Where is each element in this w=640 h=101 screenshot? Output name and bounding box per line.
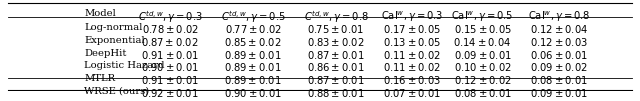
Text: $0.87 \pm 0.01$: $0.87 \pm 0.01$ <box>307 49 365 61</box>
Text: $0.17 \pm 0.05$: $0.17 \pm 0.05$ <box>383 23 442 35</box>
Text: $0.15 \pm 0.05$: $0.15 \pm 0.05$ <box>454 23 511 35</box>
Text: Exponential: Exponential <box>84 36 145 45</box>
Text: $0.12 \pm 0.04$: $0.12 \pm 0.04$ <box>530 23 588 35</box>
Text: $C^{td,w}, \gamma = 0.8$: $C^{td,w}, \gamma = 0.8$ <box>303 9 369 25</box>
Text: $0.91 \pm 0.01$: $0.91 \pm 0.01$ <box>141 49 199 61</box>
Text: $0.83 \pm 0.02$: $0.83 \pm 0.02$ <box>307 36 365 48</box>
Text: $0.14 \pm 0.04$: $0.14 \pm 0.04$ <box>453 36 511 48</box>
Text: $0.87 \pm 0.01$: $0.87 \pm 0.01$ <box>307 74 365 86</box>
Text: $0.88 \pm 0.01$: $0.88 \pm 0.01$ <box>307 87 365 99</box>
Text: $0.10 \pm 0.02$: $0.10 \pm 0.02$ <box>454 61 511 73</box>
Text: $\mathrm{Cal}^{w}, \gamma = 0.3$: $\mathrm{Cal}^{w}, \gamma = 0.3$ <box>381 9 444 24</box>
Text: $0.16 \pm 0.03$: $0.16 \pm 0.03$ <box>383 74 442 86</box>
Text: $0.11 \pm 0.02$: $0.11 \pm 0.02$ <box>383 61 442 73</box>
Text: $0.12 \pm 0.02$: $0.12 \pm 0.02$ <box>454 74 511 86</box>
Text: Model: Model <box>84 9 116 18</box>
Text: $C^{td,w}, \gamma = 0.5$: $C^{td,w}, \gamma = 0.5$ <box>221 9 285 25</box>
Text: $0.91 \pm 0.01$: $0.91 \pm 0.01$ <box>141 74 199 86</box>
Text: $0.86 \pm 0.01$: $0.86 \pm 0.01$ <box>307 61 365 73</box>
Text: $0.08 \pm 0.01$: $0.08 \pm 0.01$ <box>530 74 588 86</box>
Text: $0.12 \pm 0.03$: $0.12 \pm 0.03$ <box>530 36 588 48</box>
Text: $0.90 \pm 0.01$: $0.90 \pm 0.01$ <box>141 61 199 73</box>
Text: $0.89 \pm 0.01$: $0.89 \pm 0.01$ <box>224 74 282 86</box>
Text: WRSE (ours): WRSE (ours) <box>84 87 150 96</box>
Text: $0.89 \pm 0.01$: $0.89 \pm 0.01$ <box>224 49 282 61</box>
Text: $0.09 \pm 0.01$: $0.09 \pm 0.01$ <box>454 49 511 61</box>
Text: $0.78 \pm 0.02$: $0.78 \pm 0.02$ <box>141 23 199 35</box>
Text: DeepHit: DeepHit <box>84 49 127 58</box>
Text: MTLR: MTLR <box>84 74 115 83</box>
Text: $0.07 \pm 0.01$: $0.07 \pm 0.01$ <box>383 87 442 99</box>
Text: $0.11 \pm 0.02$: $0.11 \pm 0.02$ <box>383 49 442 61</box>
Text: $0.90 \pm 0.01$: $0.90 \pm 0.01$ <box>224 87 282 99</box>
Text: Logistic Hazard: Logistic Hazard <box>84 61 164 70</box>
Text: Log-normal: Log-normal <box>84 23 143 32</box>
Text: $0.06 \pm 0.01$: $0.06 \pm 0.01$ <box>530 49 588 61</box>
Text: $0.92 \pm 0.01$: $0.92 \pm 0.01$ <box>141 87 199 99</box>
Text: $0.75 \pm 0.01$: $0.75 \pm 0.01$ <box>307 23 365 35</box>
Text: $C^{td,w}, \gamma = 0.3$: $C^{td,w}, \gamma = 0.3$ <box>138 9 203 25</box>
Text: $0.89 \pm 0.01$: $0.89 \pm 0.01$ <box>224 61 282 73</box>
Text: $0.08 \pm 0.01$: $0.08 \pm 0.01$ <box>454 87 511 99</box>
Text: $0.09 \pm 0.01$: $0.09 \pm 0.01$ <box>530 87 588 99</box>
Text: $0.87 \pm 0.02$: $0.87 \pm 0.02$ <box>141 36 199 48</box>
Text: $0.77 \pm 0.02$: $0.77 \pm 0.02$ <box>225 23 282 35</box>
Text: $\mathrm{Cal}^{w}, \gamma = 0.5$: $\mathrm{Cal}^{w}, \gamma = 0.5$ <box>451 9 514 24</box>
Text: $0.13 \pm 0.05$: $0.13 \pm 0.05$ <box>383 36 442 48</box>
Text: $0.85 \pm 0.02$: $0.85 \pm 0.02$ <box>224 36 282 48</box>
Text: $0.09 \pm 0.02$: $0.09 \pm 0.02$ <box>530 61 588 73</box>
Text: $\mathrm{Cal}^{w}, \gamma = 0.8$: $\mathrm{Cal}^{w}, \gamma = 0.8$ <box>528 9 590 24</box>
